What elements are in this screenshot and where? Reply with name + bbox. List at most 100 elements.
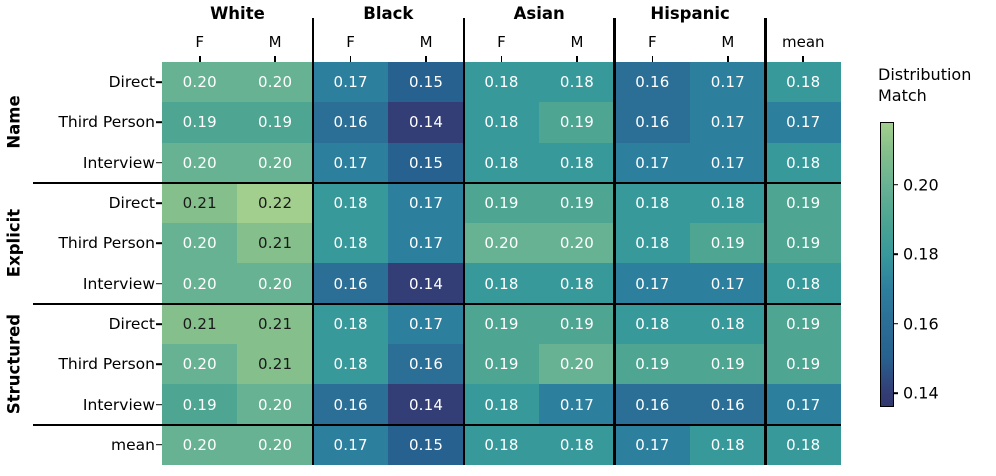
heatmap-cell: 0.17 (690, 62, 766, 103)
heatmap-cell: 0.18 (312, 223, 389, 264)
heatmap-cell: 0.15 (388, 424, 464, 465)
separator-line-horizontal (33, 302, 841, 305)
heatmap-cell: 0.20 (237, 384, 313, 425)
heatmap-cell: 0.17 (388, 223, 464, 264)
heatmap-cell: 0.19 (765, 344, 841, 385)
row-label: Interview (82, 274, 155, 293)
heatmap-cell: 0.19 (539, 102, 615, 143)
heatmap-cell: 0.18 (539, 62, 615, 103)
column-sub-label: mean (781, 33, 825, 51)
heatmap-cell: 0.18 (463, 424, 540, 465)
heatmap-cell: 0.17 (539, 384, 615, 425)
heatmap-cell: 0.17 (388, 303, 464, 345)
column-tick-mark (802, 56, 805, 62)
heatmap-cell: 0.17 (388, 182, 464, 224)
column-sub-label: M (419, 33, 433, 51)
heatmap-cell: 0.16 (614, 62, 691, 103)
heatmap-cell: 0.17 (765, 384, 841, 425)
heatmap-cell: 0.15 (388, 142, 464, 183)
column-tick-mark (198, 56, 201, 62)
row-tick-mark (156, 242, 162, 245)
heatmap-cell: 0.18 (463, 62, 540, 103)
heatmap-cell: 0.17 (690, 102, 766, 143)
heatmap-cell: 0.19 (765, 223, 841, 264)
colorbar-tick-mark (894, 183, 898, 186)
separator-line-horizontal (33, 181, 841, 185)
heatmap-cell: 0.17 (312, 62, 389, 103)
column-sub-label: M (268, 33, 282, 51)
heatmap-cell: 0.14 (388, 102, 464, 143)
heatmap-cell: 0.16 (388, 344, 464, 385)
heatmap-cell: 0.18 (539, 142, 615, 183)
column-sub-label: M (721, 33, 735, 51)
colorbar-gradient (880, 122, 894, 407)
heatmap-cell: 0.16 (312, 384, 389, 425)
column-tick-mark (425, 56, 427, 62)
heatmap-cell: 0.19 (162, 384, 238, 425)
heatmap-cell: 0.14 (388, 384, 464, 425)
heatmap-cell: 0.20 (237, 62, 313, 103)
heatmap-cell: 0.19 (463, 182, 540, 224)
heatmap-cell: 0.19 (162, 102, 238, 143)
column-tick-mark (727, 56, 729, 62)
column-group-label: Asian (513, 4, 565, 23)
heatmap-cell: 0.15 (388, 62, 464, 103)
heatmap-cell: 0.19 (237, 102, 313, 143)
heatmap-cell: 0.20 (162, 424, 238, 465)
column-sub-label: F (195, 33, 205, 51)
heatmap-cell: 0.16 (312, 263, 389, 304)
column-tick-mark (274, 56, 276, 62)
heatmap-cell: 0.18 (765, 263, 841, 304)
separator-line-vertical (613, 18, 616, 465)
heatmap-cell: 0.18 (312, 344, 389, 385)
heatmap-cell: 0.19 (463, 344, 540, 385)
heatmap-cell: 0.19 (690, 344, 766, 385)
heatmap-cell: 0.18 (690, 424, 766, 465)
row-tick-mark (156, 403, 162, 406)
row-label: Third Person (58, 355, 155, 374)
column-sub-label: F (346, 33, 355, 51)
row-label: Direct (108, 73, 155, 92)
heatmap-cell: 0.16 (690, 384, 766, 425)
heatmap-cell: 0.19 (690, 223, 766, 264)
heatmap-cell: 0.17 (312, 142, 389, 183)
colorbar-tick-mark (894, 253, 898, 255)
heatmap-cell: 0.18 (614, 303, 691, 345)
separator-line-vertical (311, 18, 315, 465)
column-sub-label: F (648, 33, 657, 51)
heatmap-cell: 0.19 (614, 344, 691, 385)
heatmap-cell: 0.18 (312, 182, 389, 224)
heatmap-cell: 0.18 (690, 303, 766, 345)
heatmap-cell: 0.20 (539, 344, 615, 385)
heatmap-cell: 0.18 (463, 102, 540, 143)
heatmap-cell: 0.21 (162, 303, 238, 345)
heatmap-cell: 0.20 (237, 263, 313, 304)
row-tick-mark (156, 121, 162, 124)
heatmap-cell: 0.18 (539, 263, 615, 304)
heatmap-cell: 0.18 (463, 384, 540, 425)
column-group-label: Hispanic (650, 4, 730, 23)
column-tick-mark (500, 56, 503, 62)
heatmap-cell: 0.22 (237, 182, 313, 224)
heatmap-cell: 0.20 (237, 424, 313, 465)
column-group-label: White (210, 4, 265, 23)
heatmap-cell: 0.18 (463, 263, 540, 304)
heatmap-cell: 0.20 (162, 142, 238, 183)
heatmap-cell: 0.14 (388, 263, 464, 304)
column-tick-mark (651, 56, 654, 62)
row-tick-mark (156, 323, 162, 325)
heatmap-cell: 0.20 (162, 263, 238, 304)
heatmap-cell: 0.17 (690, 142, 766, 183)
heatmap-cell: 0.20 (162, 344, 238, 385)
colorbar-title-line1: Distribution (878, 65, 972, 84)
column-sub-label: M (570, 33, 584, 51)
heatmap-cell: 0.19 (463, 303, 540, 345)
heatmap-cell: 0.18 (539, 424, 615, 465)
heatmap-cell: 0.21 (237, 344, 313, 385)
heatmap-cell: 0.18 (614, 223, 691, 264)
heatmap-cell: 0.21 (237, 303, 313, 345)
row-label: Third Person (58, 113, 155, 132)
row-label: Direct (108, 194, 155, 213)
column-tick-mark (576, 56, 578, 62)
